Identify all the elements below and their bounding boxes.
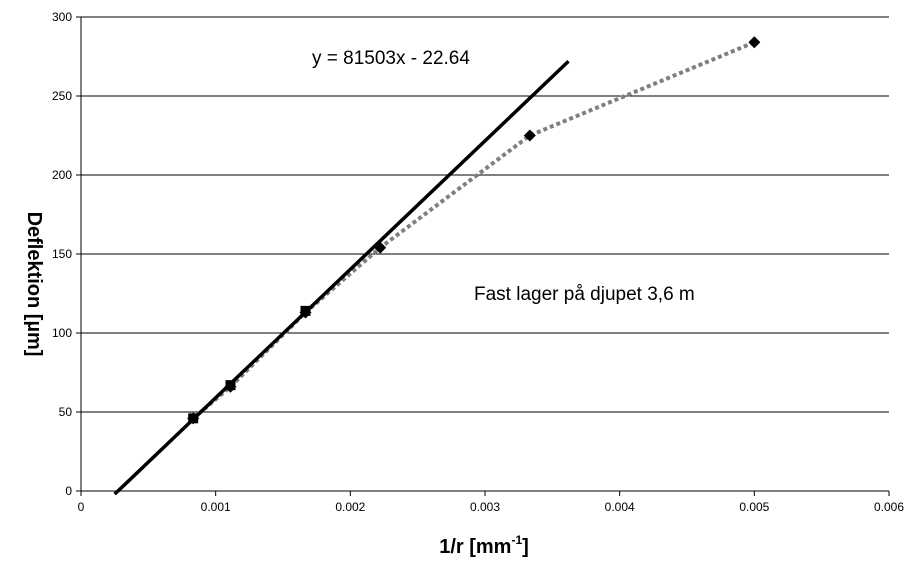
x-axis-title: 1/r [mm-1] xyxy=(439,533,529,558)
note-label: Fast lager på djupet 3,6 m xyxy=(474,284,695,305)
x-axis-title-end: ] xyxy=(522,536,529,558)
y-tick-label: 50 xyxy=(59,405,73,419)
y-tick-label: 200 xyxy=(52,168,72,182)
diamond-marker xyxy=(523,129,536,142)
x-tick-label: 0 xyxy=(78,500,85,514)
x-tick-label: 0.006 xyxy=(874,500,904,514)
y-tick-label: 300 xyxy=(52,10,72,24)
x-tick-label: 0.004 xyxy=(605,500,635,514)
x-axis-title-superscript: -1 xyxy=(511,533,522,547)
x-ticks: 0 0.001 0.002 0.003 0.004 0.005 0.006 xyxy=(78,491,904,514)
y-tick-label: 100 xyxy=(52,326,72,340)
x-tick-label: 0.001 xyxy=(201,500,231,514)
equation-label: y = 81503x - 22.64 xyxy=(312,48,470,69)
measured-series-line xyxy=(191,40,756,420)
y-tick-label: 0 xyxy=(65,484,72,498)
square-marker xyxy=(300,305,311,316)
y-ticks: 0 50 100 150 200 250 300 xyxy=(52,10,81,498)
x-axis-title-main: 1/r [mm xyxy=(439,536,511,558)
square-marker xyxy=(225,380,236,391)
y-tick-label: 250 xyxy=(52,89,72,103)
square-marker xyxy=(188,413,199,424)
y-axis-title: Deflektion [µm] xyxy=(23,212,45,357)
x-tick-label: 0.002 xyxy=(335,500,365,514)
x-tick-label: 0.005 xyxy=(739,500,769,514)
diamond-marker xyxy=(374,241,387,254)
gridlines xyxy=(81,16,889,413)
y-tick-label: 150 xyxy=(52,247,72,261)
x-tick-label: 0.003 xyxy=(470,500,500,514)
series-layer xyxy=(113,36,761,496)
diamond-marker xyxy=(748,36,761,49)
